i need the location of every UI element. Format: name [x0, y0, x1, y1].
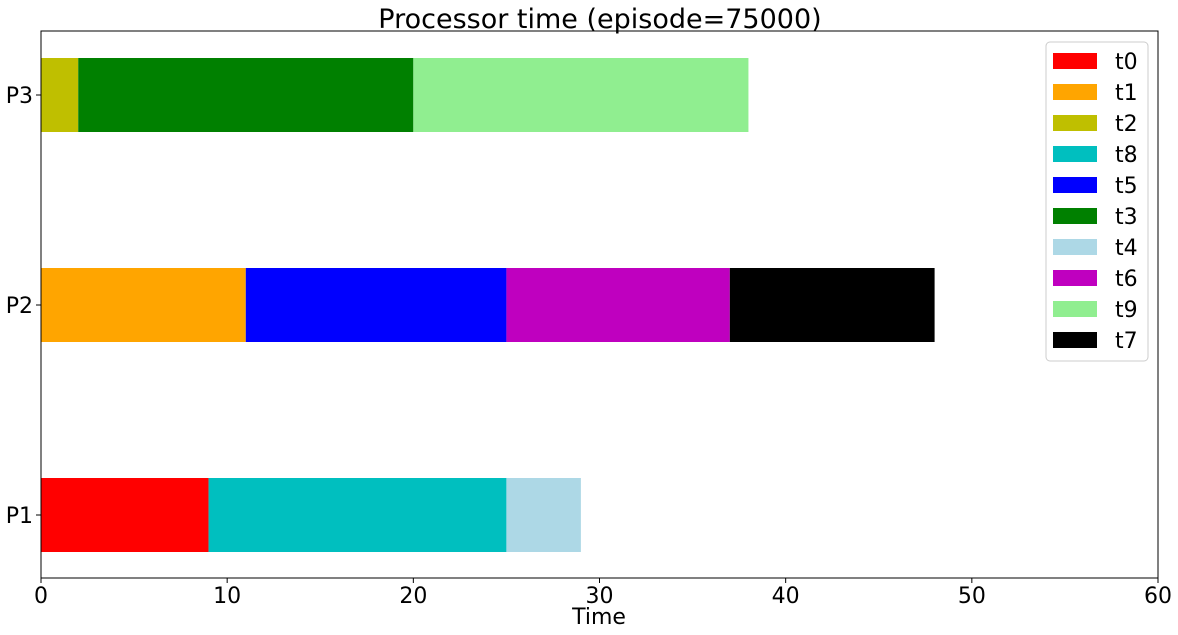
y-tick-label-p1: P1 — [6, 504, 33, 529]
legend-swatch-t7 — [1053, 332, 1097, 348]
x-tick-label: 30 — [586, 584, 614, 609]
legend-label-t2: t2 — [1115, 112, 1138, 137]
bar-p3-t3 — [78, 58, 414, 132]
legend-label-t8: t8 — [1115, 143, 1138, 168]
bar-p2-t6 — [506, 268, 730, 342]
legend-swatch-t6 — [1053, 270, 1097, 286]
x-tick-label: 20 — [399, 584, 427, 609]
x-tick-label: 60 — [1144, 584, 1172, 609]
x-tick-label: 40 — [772, 584, 800, 609]
bar-p2-t1 — [41, 268, 246, 342]
legend-label-t1: t1 — [1115, 81, 1138, 106]
bars-layer — [41, 58, 935, 552]
legend-swatch-t4 — [1053, 239, 1097, 255]
bar-p1-t4 — [506, 478, 581, 552]
x-axis-label: Time — [571, 605, 626, 630]
legend-swatch-t8 — [1053, 146, 1097, 162]
legend-label-t3: t3 — [1115, 205, 1138, 230]
bar-p2-t5 — [245, 268, 507, 342]
x-axis: 0 10 20 30 40 50 60 — [34, 578, 1172, 609]
legend-swatch-t2 — [1053, 115, 1097, 131]
legend-label-t6: t6 — [1115, 267, 1138, 292]
bar-p1-t8 — [208, 478, 507, 552]
bar-p2-t7 — [729, 268, 935, 342]
legend-swatch-t5 — [1053, 177, 1097, 193]
bar-p1-t0 — [41, 478, 209, 552]
legend: t0 t1 t2 t8 t5 t3 t4 t6 t9 t7 — [1045, 41, 1149, 362]
chart-title: Processor time (episode=75000) — [378, 4, 821, 35]
y-tick-label-p3: P3 — [6, 84, 33, 109]
legend-swatch-t0 — [1053, 53, 1097, 69]
legend-label-t7: t7 — [1115, 329, 1138, 354]
y-tick-label-p2: P2 — [6, 294, 33, 319]
legend-swatch-t1 — [1053, 84, 1097, 100]
x-tick-label: 0 — [34, 584, 48, 609]
bar-p3-t9 — [413, 58, 749, 132]
legend-label-t4: t4 — [1115, 236, 1138, 261]
legend-swatch-t9 — [1053, 301, 1097, 317]
legend-swatch-t3 — [1053, 208, 1097, 224]
legend-label-t0: t0 — [1115, 50, 1138, 75]
x-tick-label: 50 — [958, 584, 986, 609]
legend-label-t5: t5 — [1115, 174, 1138, 199]
bar-p3-t2 — [41, 58, 79, 132]
x-tick-label: 10 — [213, 584, 241, 609]
legend-label-t9: t9 — [1115, 298, 1138, 323]
y-axis: P1 P2 P3 — [6, 84, 41, 529]
